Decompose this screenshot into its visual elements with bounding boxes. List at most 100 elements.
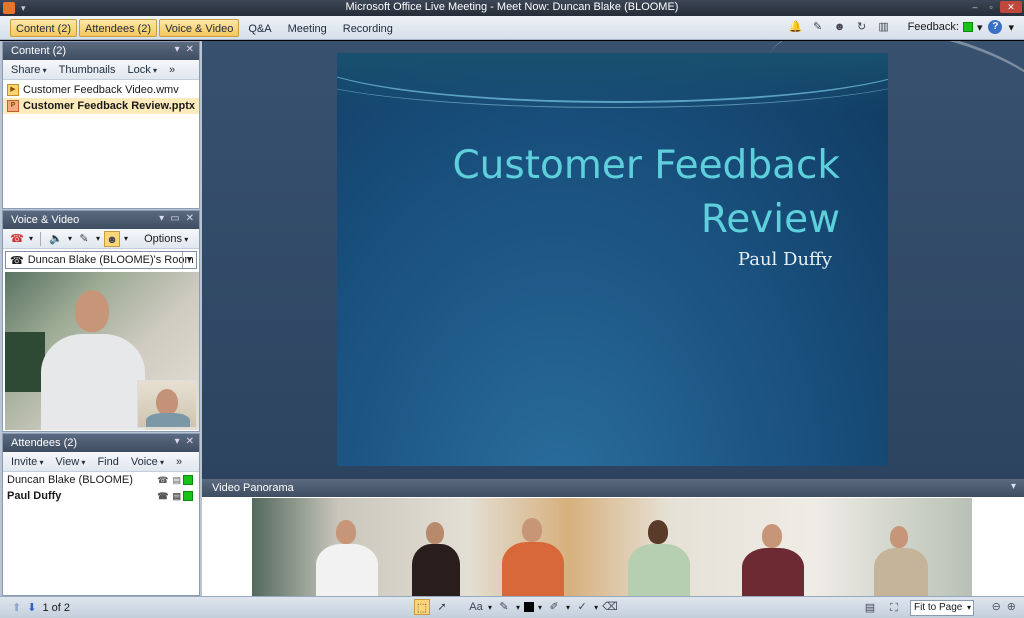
slide-title-line2: Review	[700, 197, 840, 242]
content-panel-title: Content (2)	[11, 45, 67, 57]
selection-tool-icon[interactable]: ⬚	[414, 599, 430, 615]
more-options-button[interactable]: »	[168, 63, 176, 76]
pointer-tool-icon[interactable]: ➚	[437, 601, 447, 613]
tab-meeting[interactable]: Meeting	[287, 22, 327, 35]
attendee-row[interactable]: Duncan Blake (BLOOME) ☎ ▤	[3, 472, 199, 488]
previous-page-icon[interactable]: ⬆	[12, 602, 22, 614]
pptx-file-icon: P	[7, 100, 19, 112]
window-title: Microsoft Office Live Meeting - Meet Now…	[345, 1, 679, 13]
panorama-participant	[866, 518, 936, 596]
eraser-tool-icon[interactable]: ⌫	[602, 601, 618, 613]
speaker-icon[interactable]: 🔈	[49, 232, 63, 245]
text-tool-icon[interactable]: Aa	[469, 601, 483, 613]
feedback-status-icon[interactable]	[962, 22, 973, 32]
panel-menu-icon[interactable]: ▾	[159, 213, 165, 224]
attendees-toolbar: Invite View Find Voice »	[3, 452, 199, 472]
chevron-down-icon[interactable]: ▾	[976, 21, 983, 34]
close-window-button[interactable]: ✕	[1000, 1, 1022, 13]
invite-button[interactable]: Invite	[11, 456, 44, 468]
panorama-participant	[624, 518, 694, 596]
webcam-icon[interactable]: ☻	[104, 230, 121, 247]
highlighter-tool-icon[interactable]: ✐	[549, 601, 559, 613]
panel-close-icon[interactable]: ✕	[185, 436, 194, 447]
panel-menu-icon[interactable]: ▾	[1010, 481, 1016, 492]
participant-head	[762, 524, 782, 548]
status-indicator-icon	[183, 491, 193, 501]
zoom-select[interactable]: Fit to Page	[910, 600, 974, 616]
tab-content[interactable]: Content (2)	[10, 18, 78, 37]
tab-voice-video[interactable]: Voice & Video	[159, 18, 240, 37]
color-picker-icon[interactable]	[524, 602, 535, 612]
panel-menu-icon[interactable]: ▾	[174, 44, 180, 55]
chevron-down-icon[interactable]: ▼	[182, 252, 196, 268]
main-video-feed	[5, 272, 199, 430]
minimize-button[interactable]: –	[972, 2, 978, 12]
room-select-value: Duncan Blake (BLOOME)'s Room	[27, 254, 194, 266]
find-button[interactable]: Find	[97, 455, 119, 468]
self-view-video[interactable]	[137, 380, 197, 428]
hang-up-icon[interactable]: ☎	[10, 232, 24, 245]
participant-head	[890, 526, 908, 548]
notes-icon[interactable]: ▥	[878, 21, 889, 33]
status-bar: ⬆ ⬇ 1 of 2 ⬚ ➚ Aa ▾ ✎ ▾ ▾ ✐ ▾ ✓ ▾ ⌫ ▤ ⛶ Fit …	[0, 596, 1024, 618]
participant-body	[502, 542, 564, 596]
panorama-video-feed	[252, 498, 972, 596]
options-button[interactable]: Options	[144, 233, 188, 245]
zoom-in-icon[interactable]: ⊕	[1006, 601, 1016, 613]
help-chevron-down-icon[interactable]: ▾	[1008, 21, 1014, 34]
phone-icon: ☎	[10, 254, 24, 267]
voice-video-toolbar: ☎ ▾ 🔈 ▾ ✎ ▾ ☻ ▾ Options	[3, 229, 199, 249]
content-panel-header: Content (2) ▾ ✕	[3, 42, 199, 60]
participant-body	[742, 548, 804, 596]
content-file-item[interactable]: ▶ Customer Feedback Video.wmv	[3, 82, 199, 98]
tab-qa[interactable]: Q&A	[248, 22, 272, 35]
more-options-button[interactable]: »	[176, 455, 183, 468]
sync-icon[interactable]: ↻	[856, 21, 867, 33]
share-button[interactable]: Share	[11, 64, 47, 76]
voice-button[interactable]: Voice	[131, 456, 164, 468]
panel-close-icon[interactable]: ✕	[185, 44, 194, 55]
participant-head	[426, 522, 444, 544]
next-page-icon[interactable]: ⬇	[27, 602, 37, 614]
tab-recording[interactable]: Recording	[342, 22, 393, 35]
self-view-head	[156, 389, 178, 415]
voice-video-panel-title: Voice & Video	[11, 214, 80, 226]
lock-button[interactable]: Lock	[127, 64, 157, 76]
thumbnails-button[interactable]: Thumbnails	[58, 63, 116, 76]
panel-menu-icon[interactable]: ▾	[174, 436, 180, 447]
video-participant	[37, 290, 145, 430]
phone-icon: ☎	[157, 490, 169, 501]
tab-attendees[interactable]: Attendees (2)	[79, 18, 158, 37]
feedback-control[interactable]: Feedback: ▾	[908, 21, 983, 34]
presenter-icon: ▤	[172, 490, 181, 501]
voice-video-panel: Voice & Video ▾ ▭ ✕ ☎ ▾ 🔈 ▾ ✎ ▾ ☻ ▾ Options …	[2, 210, 200, 432]
content-stage: Customer Feedback Review Paul Duffy	[202, 41, 1024, 479]
panel-restore-icon[interactable]: ▭	[170, 213, 180, 224]
slide-title-line1: Customer Feedback	[452, 143, 840, 188]
attendee-row[interactable]: Paul Duffy ☎ ▤	[3, 488, 199, 504]
attendee-name: Paul Duffy	[7, 490, 62, 502]
presentation-view-icon[interactable]: ▤	[864, 602, 876, 614]
live-meeting-app-icon[interactable]	[3, 2, 15, 14]
quick-access-menu-icon[interactable]: ▾	[21, 2, 26, 13]
stamp-tool-icon[interactable]: ✓	[577, 601, 587, 613]
presentation-slide[interactable]: Customer Feedback Review Paul Duffy	[337, 53, 888, 466]
attendees-panel: Attendees (2) ▾ ✕ Invite View Find Voice…	[2, 433, 200, 596]
content-file-list: ▶ Customer Feedback Video.wmv P Customer…	[3, 80, 199, 114]
maximize-button[interactable]: ▫	[989, 2, 993, 12]
help-icon[interactable]: ?	[988, 20, 1003, 34]
zoom-out-icon[interactable]: ⊖	[991, 601, 1001, 613]
panorama-participant	[498, 518, 568, 596]
webcam-icon[interactable]: ☻	[833, 21, 846, 33]
room-select[interactable]: ☎ Duncan Blake (BLOOME)'s Room ▼	[5, 251, 197, 269]
panel-close-icon[interactable]: ✕	[185, 213, 194, 224]
speaker-icon[interactable]: 🔔	[788, 21, 803, 33]
slide-title: Customer Feedback Review	[420, 139, 840, 247]
video-background-window	[5, 332, 45, 392]
pen-tool-icon[interactable]: ✎	[499, 601, 509, 613]
fullscreen-icon[interactable]: ⛶	[890, 602, 898, 614]
view-button[interactable]: View	[56, 456, 86, 468]
microphone-icon[interactable]: ✎	[812, 21, 823, 33]
microphone-icon[interactable]: ✎	[79, 232, 89, 245]
content-file-item-selected[interactable]: P Customer Feedback Review.pptx	[3, 98, 199, 114]
